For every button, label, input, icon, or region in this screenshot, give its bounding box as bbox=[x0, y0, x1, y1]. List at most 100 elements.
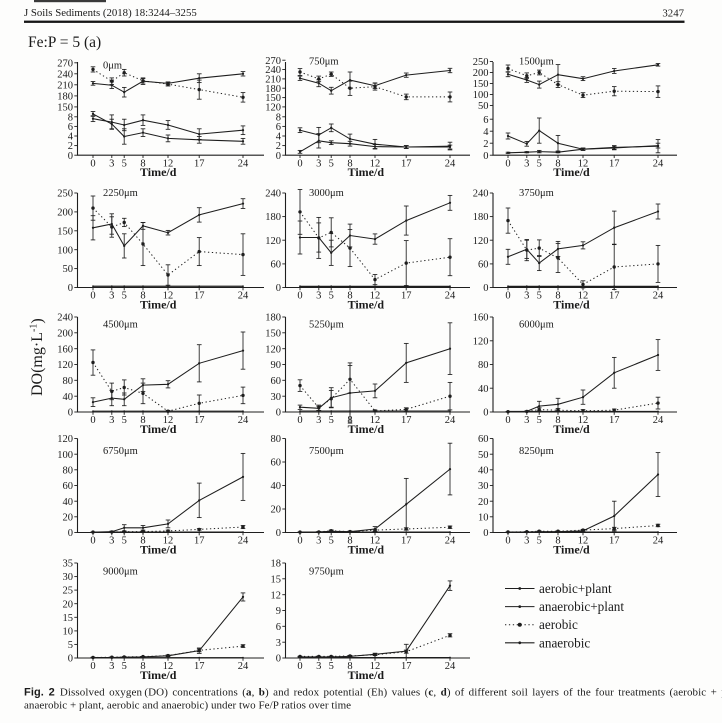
svg-text:24: 24 bbox=[238, 536, 249, 547]
svg-text:180: 180 bbox=[265, 84, 281, 95]
svg-text:40: 40 bbox=[478, 384, 489, 395]
svg-text:160: 160 bbox=[473, 313, 489, 324]
svg-text:250: 250 bbox=[473, 57, 489, 68]
svg-text:24: 24 bbox=[653, 158, 664, 169]
svg-text:6: 6 bbox=[483, 115, 488, 126]
svg-text:150: 150 bbox=[265, 93, 281, 104]
svg-text:17: 17 bbox=[194, 536, 205, 547]
svg-text:5: 5 bbox=[122, 158, 127, 169]
svg-text:24: 24 bbox=[445, 291, 456, 302]
svg-text:40: 40 bbox=[63, 392, 74, 403]
svg-text:60: 60 bbox=[478, 260, 489, 271]
svg-text:180: 180 bbox=[265, 212, 281, 223]
svg-text:180: 180 bbox=[57, 92, 73, 103]
svg-text:3750μm: 3750μm bbox=[519, 188, 554, 199]
svg-text:180: 180 bbox=[265, 313, 281, 324]
svg-text:8: 8 bbox=[276, 112, 281, 123]
svg-text:3: 3 bbox=[109, 536, 114, 547]
svg-text:3: 3 bbox=[524, 158, 529, 169]
svg-text:0: 0 bbox=[276, 283, 281, 294]
svg-text:9000μm: 9000μm bbox=[103, 567, 138, 578]
svg-text:120: 120 bbox=[57, 434, 73, 445]
svg-text:24: 24 bbox=[238, 158, 249, 169]
svg-text:12: 12 bbox=[578, 536, 589, 547]
svg-text:2: 2 bbox=[276, 141, 281, 152]
svg-text:DO(mg·L-1): DO(mg·L-1) bbox=[29, 318, 47, 396]
svg-text:120: 120 bbox=[473, 336, 489, 347]
svg-text:0: 0 bbox=[297, 158, 302, 169]
svg-text:270: 270 bbox=[57, 58, 73, 69]
svg-text:3: 3 bbox=[316, 536, 321, 547]
svg-text:80: 80 bbox=[271, 434, 282, 445]
svg-text:200: 200 bbox=[57, 208, 73, 219]
svg-text:50: 50 bbox=[63, 264, 74, 275]
svg-text:3: 3 bbox=[276, 638, 281, 649]
svg-text:5: 5 bbox=[329, 661, 334, 672]
svg-text:80: 80 bbox=[63, 376, 74, 387]
svg-text:Time/d: Time/d bbox=[140, 422, 177, 436]
svg-text:24: 24 bbox=[653, 536, 664, 547]
svg-text:40: 40 bbox=[271, 481, 282, 492]
svg-text:Time/d: Time/d bbox=[348, 165, 385, 179]
svg-text:12: 12 bbox=[370, 415, 381, 426]
svg-text:8: 8 bbox=[347, 536, 352, 547]
svg-text:0: 0 bbox=[276, 151, 281, 162]
svg-text:80: 80 bbox=[478, 360, 489, 371]
svg-text:Time/d: Time/d bbox=[553, 165, 590, 179]
svg-text:24: 24 bbox=[445, 536, 456, 547]
svg-text:0: 0 bbox=[90, 536, 95, 547]
svg-text:200: 200 bbox=[473, 68, 489, 79]
svg-text:12: 12 bbox=[370, 158, 381, 169]
svg-text:8: 8 bbox=[555, 415, 560, 426]
svg-text:Time/d: Time/d bbox=[140, 165, 177, 179]
svg-text:Fe:P = 5 (a): Fe:P = 5 (a) bbox=[28, 34, 101, 51]
svg-text:0: 0 bbox=[68, 151, 73, 162]
svg-text:250: 250 bbox=[57, 189, 73, 200]
svg-text:8: 8 bbox=[555, 536, 560, 547]
svg-text:0: 0 bbox=[90, 291, 95, 302]
svg-text:24: 24 bbox=[445, 661, 456, 672]
svg-text:6000μm: 6000μm bbox=[519, 320, 554, 331]
svg-text:150: 150 bbox=[57, 103, 73, 114]
svg-text:3: 3 bbox=[316, 291, 321, 302]
svg-text:0: 0 bbox=[68, 654, 73, 665]
svg-text:3: 3 bbox=[109, 415, 114, 426]
svg-text:5: 5 bbox=[537, 158, 542, 169]
svg-text:150: 150 bbox=[57, 226, 73, 237]
svg-text:20: 20 bbox=[63, 512, 74, 523]
svg-text:5: 5 bbox=[122, 291, 127, 302]
svg-text:aerobic: aerobic bbox=[539, 617, 578, 632]
svg-text:240: 240 bbox=[57, 313, 73, 324]
svg-text:6750μm: 6750μm bbox=[103, 446, 138, 457]
svg-text:8: 8 bbox=[140, 158, 145, 169]
svg-text:2: 2 bbox=[483, 139, 488, 150]
svg-text:5: 5 bbox=[68, 640, 73, 651]
svg-text:Time/d: Time/d bbox=[348, 542, 385, 556]
svg-text:3: 3 bbox=[524, 415, 529, 426]
svg-text:6: 6 bbox=[276, 122, 281, 133]
svg-text:5: 5 bbox=[329, 158, 334, 169]
svg-text:0: 0 bbox=[297, 415, 302, 426]
svg-text:17: 17 bbox=[401, 158, 412, 169]
svg-text:2250μm: 2250μm bbox=[103, 188, 138, 199]
svg-text:12: 12 bbox=[370, 536, 381, 547]
svg-text:4: 4 bbox=[483, 127, 489, 138]
svg-text:5: 5 bbox=[122, 536, 127, 547]
svg-text:anaerobic + plant, aerobic and: anaerobic + plant, aerobic and anaerobic… bbox=[24, 700, 351, 712]
svg-text:24: 24 bbox=[238, 415, 249, 426]
svg-text:8: 8 bbox=[347, 158, 352, 169]
svg-text:0: 0 bbox=[90, 158, 95, 169]
svg-text:60: 60 bbox=[271, 260, 282, 271]
svg-text:12: 12 bbox=[578, 158, 589, 169]
svg-text:5: 5 bbox=[122, 661, 127, 672]
svg-text:17: 17 bbox=[609, 158, 620, 169]
svg-text:40: 40 bbox=[63, 497, 74, 508]
svg-text:12: 12 bbox=[578, 291, 589, 302]
svg-text:3247: 3247 bbox=[662, 8, 684, 20]
svg-text:24: 24 bbox=[238, 661, 249, 672]
svg-text:18: 18 bbox=[271, 559, 282, 570]
svg-text:60: 60 bbox=[478, 434, 489, 445]
svg-text:17: 17 bbox=[194, 158, 205, 169]
svg-text:15: 15 bbox=[271, 574, 282, 585]
